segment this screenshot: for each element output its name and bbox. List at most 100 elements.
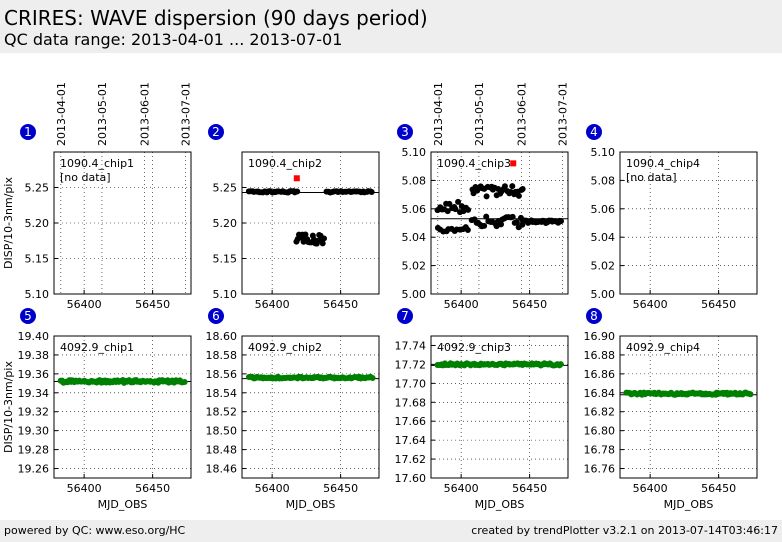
x-tick-label: 56450: [323, 482, 358, 495]
chart-panel-2: 2 5.10 5.15 5.20 5.25 56400 56450 1090.4_chip2: [208, 124, 380, 311]
plot-frame: [53, 335, 192, 479]
date-tick-label: 2013-05-01: [96, 82, 109, 146]
y-tick-label: 17.60: [395, 472, 427, 485]
x-axis-label: MJD_OBS: [98, 498, 148, 511]
footer-credit: powered by QC: www.eso.org/HC: [4, 524, 186, 537]
panel-label: 4092.9_chip4: [626, 341, 700, 354]
y-tick-label: 5.25: [25, 182, 50, 195]
y-tick-label: 18.60: [206, 330, 238, 343]
footer-bar: powered by QC: www.eso.org/HC created by…: [0, 520, 782, 542]
data-point: [369, 375, 376, 382]
x-tick-label: 56400: [633, 298, 668, 311]
y-tick-label: 5.10: [402, 146, 427, 159]
highlight-point: [293, 175, 300, 182]
y-tick-label: 18.54: [206, 387, 238, 400]
y-tick-label: 19.26: [18, 463, 50, 476]
y-tick-label: 18.52: [206, 406, 238, 419]
data-point: [465, 206, 472, 213]
x-tick-label: 56400: [633, 482, 668, 495]
y-axis-label: DISP/10-3nm/pix: [2, 177, 15, 269]
y-tick-label: 5.06: [402, 203, 427, 216]
panel-number: 8: [590, 309, 598, 323]
data-point: [557, 361, 564, 368]
x-axis-label: MJD_OBS: [664, 498, 714, 511]
panel-label: 4092.9_chip1: [60, 341, 134, 354]
no-data-note: [no data]: [60, 171, 111, 184]
panel-number: 7: [401, 309, 409, 323]
x-tick-label: 56400: [444, 298, 479, 311]
panel-number: 3: [401, 125, 409, 139]
y-tick-label: 17.70: [395, 377, 427, 390]
y-tick-label: 17.68: [395, 396, 427, 409]
y-tick-label: 5.04: [402, 231, 427, 244]
chart-panel-6: 6 18.46 18.48 18.50 18.52 18.54 18.56 18.58 18.6…: [206, 308, 380, 511]
y-tick-label: 5.15: [213, 253, 238, 266]
y-tick-label: 19.30: [18, 425, 50, 438]
data-point: [319, 240, 326, 247]
y-tick-label: 19.34: [18, 387, 50, 400]
chart-panel-1: 1 5.10 5.15 5.20 5.25 56400 56450 2013-04-01 201…: [2, 82, 193, 311]
footer-generator: created by trendPlotter v3.2.1 on 2013-0…: [471, 524, 778, 537]
data-point: [446, 200, 453, 207]
y-tick-label: 17.72: [395, 358, 427, 371]
panel-label: 1090.4_chip4: [626, 157, 700, 170]
y-tick-label: 16.88: [584, 349, 616, 362]
date-tick-label: 2013-06-01: [138, 82, 151, 146]
chart-panel-4: 4 5.00 5.02 5.04 5.06 5.08 5.10 56400 56450 1090.…: [586, 124, 758, 311]
x-axis-label: MJD_OBS: [475, 498, 525, 511]
data-point: [483, 213, 490, 220]
y-tick-label: 5.06: [591, 203, 616, 216]
y-tick-label: 17.66: [395, 415, 427, 428]
panel-number: 2: [212, 125, 220, 139]
chart-panel-8: 8 16.76 16.78 16.80 16.82 16.84 16.86 16.88 16.9…: [584, 308, 758, 511]
header-bar: CRIRES: WAVE dispersion (90 days period)…: [0, 0, 782, 53]
panel-label: 1090.4_chip2: [248, 157, 322, 170]
y-tick-label: 16.84: [584, 387, 616, 400]
y-tick-label: 18.56: [206, 368, 238, 381]
x-axis-label: MJD_OBS: [286, 498, 336, 511]
y-tick-label: 5.20: [213, 217, 238, 230]
panel-number: 1: [24, 125, 32, 139]
panel-number-badge: [208, 308, 224, 324]
panel-number-badge: [397, 308, 413, 324]
data-point: [747, 391, 754, 398]
date-tick-label: 2013-04-01: [432, 82, 445, 146]
data-point: [444, 208, 451, 215]
data-point: [321, 235, 328, 242]
data-point: [452, 206, 459, 213]
y-tick-label: 5.10: [591, 146, 616, 159]
x-tick-label: 56450: [701, 482, 736, 495]
panel-number: 4: [590, 125, 598, 139]
y-tick-label: 16.80: [584, 425, 616, 438]
panel-number: 6: [212, 309, 220, 323]
y-tick-label: 5.02: [591, 260, 616, 273]
x-tick-label: 56450: [135, 298, 170, 311]
panel-number-badge: [586, 308, 602, 324]
y-tick-label: 18.58: [206, 349, 238, 362]
data-point: [513, 219, 520, 226]
data-point: [181, 378, 188, 385]
date-tick-label: 2013-05-01: [473, 82, 486, 146]
y-tick-label: 18.50: [206, 425, 238, 438]
y-tick-label: 19.36: [18, 368, 50, 381]
y-tick-label: 16.90: [584, 330, 616, 343]
panel-number-badge: [208, 124, 224, 140]
no-data-note: [no data]: [626, 171, 677, 184]
panel-label: 1090.4_chip1: [60, 157, 134, 170]
x-tick-label: 56450: [323, 298, 358, 311]
data-point: [302, 231, 309, 238]
y-tick-label: 18.46: [206, 463, 238, 476]
x-tick-label: 56450: [512, 482, 547, 495]
page-subtitle: QC data range: 2013-04-01 ... 2013-07-01: [4, 30, 343, 49]
panel-number-badge: [20, 124, 36, 140]
highlight-point: [510, 160, 517, 167]
y-tick-label: 17.62: [395, 453, 427, 466]
y-tick-label: 18.48: [206, 444, 238, 457]
page-title: CRIRES: WAVE dispersion (90 days period): [4, 6, 428, 30]
panel-label: 4092.9_chip2: [248, 341, 322, 354]
y-tick-label: 5.25: [213, 182, 238, 195]
data-point: [294, 188, 301, 195]
date-tick-label: 2013-06-01: [515, 82, 528, 146]
y-tick-label: 5.10: [213, 288, 238, 301]
data-point: [515, 192, 522, 199]
